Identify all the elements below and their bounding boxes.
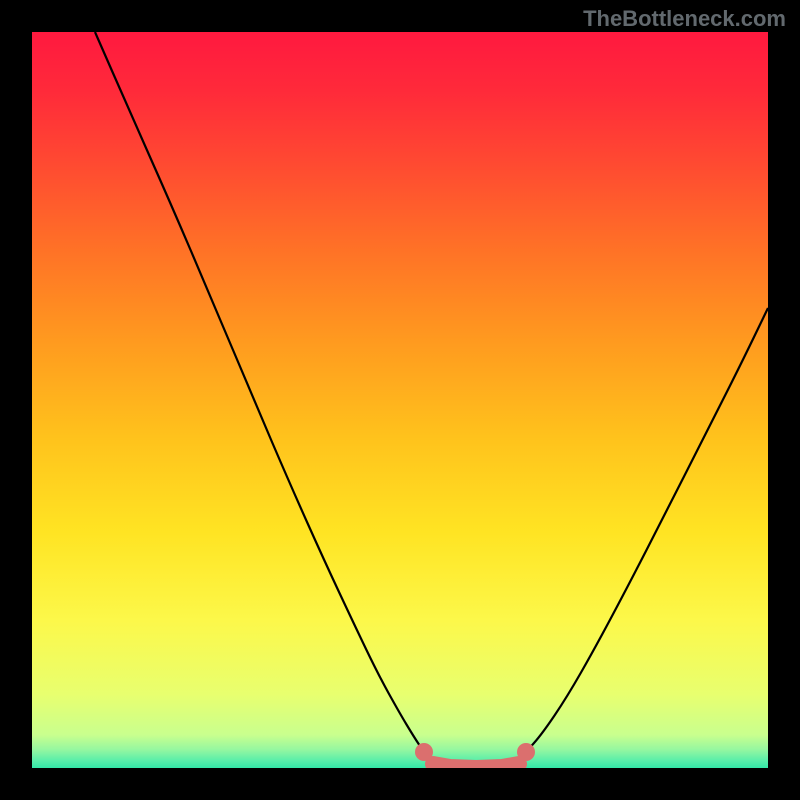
chart-frame: TheBottleneck.com (0, 0, 800, 800)
highlight-dot (517, 743, 535, 761)
bottleneck-highlight (433, 764, 519, 768)
highlight-dot (415, 743, 433, 761)
watermark-text: TheBottleneck.com (583, 6, 786, 32)
bottleneck-chart (0, 0, 800, 800)
